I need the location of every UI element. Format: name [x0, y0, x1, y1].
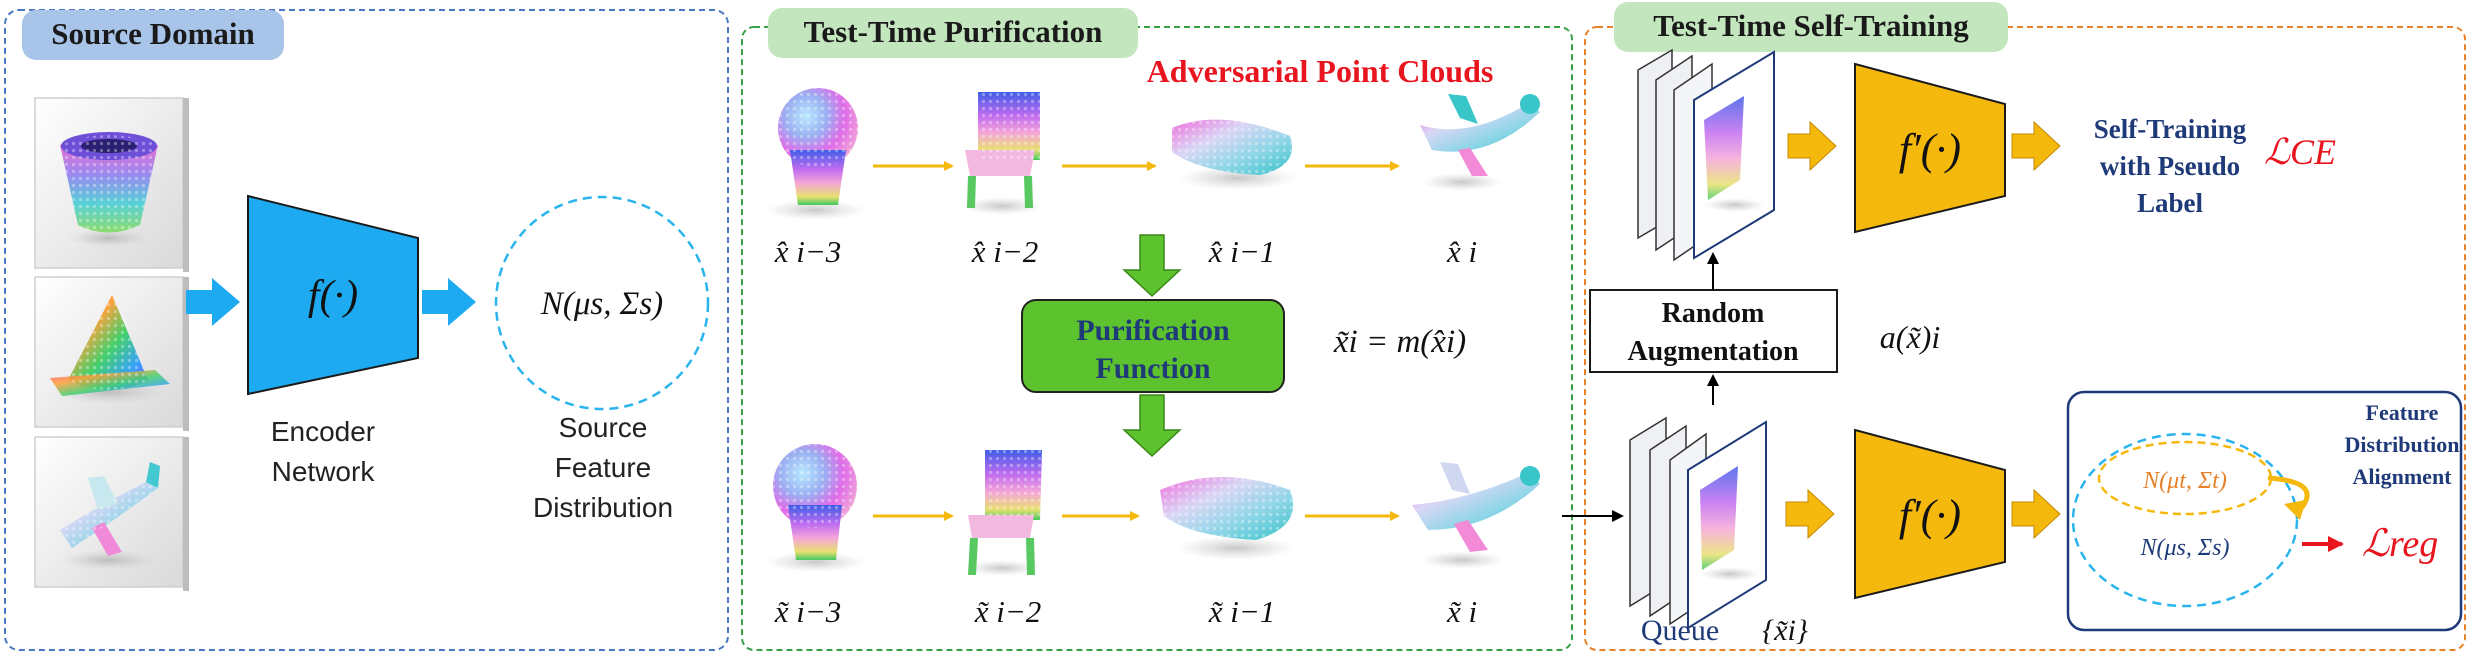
- purification-equation: x̃i = m(x̂i): [1333, 324, 1466, 360]
- adversarial-cloud-2: [962, 92, 1042, 215]
- encoder-label-2: Network: [272, 456, 376, 487]
- source-sample-cone: [34, 276, 189, 431]
- augment-symbol: a(x̃)i: [1880, 319, 1940, 355]
- target-distribution: N(μt, Σt): [2142, 468, 2227, 494]
- purified-cloud-3: [1160, 477, 1296, 560]
- source-domain-title-pill: [22, 10, 284, 60]
- alignment-source-distribution: N(μs, Σs): [2140, 535, 2230, 561]
- adversarial-point-clouds-label: Adversarial Point Clouds: [1147, 53, 1494, 89]
- alignment-source-circle: [2071, 432, 2299, 608]
- encoder-symbol: f(·): [308, 273, 358, 319]
- alignment-label-1: Feature: [2366, 400, 2439, 425]
- purification-function-box: [1021, 299, 1285, 393]
- self-training-label-3: Label: [2137, 188, 2204, 218]
- encoder-to-distribution-arrow: [422, 278, 476, 326]
- queue-stack: [1629, 416, 1767, 630]
- source-distribution-circle: [494, 195, 710, 411]
- self-training-title: Test-Time Self-Training: [1653, 8, 1969, 43]
- feature-alignment-panel: [2066, 390, 2463, 632]
- adversarial-cloud-4: [1420, 94, 1540, 191]
- purified-cloud-1: [765, 444, 865, 572]
- input-to-encoder-arrow: [186, 278, 240, 326]
- adv-label-2: x̂ i−2: [971, 234, 1039, 269]
- adv-label-3: x̂ i−1: [1208, 234, 1276, 269]
- loss-ce: ℒCE: [2264, 132, 2336, 172]
- pur-label-1: x̃ i−3: [774, 594, 842, 629]
- distribution-label-1: Source: [559, 412, 648, 443]
- queue-symbol: {x̃i}: [1762, 614, 1808, 647]
- augmented-stack: [1637, 48, 1775, 262]
- pur-label-2: x̃ i−2: [974, 594, 1042, 629]
- augment-label-1: Random: [1662, 298, 1765, 329]
- purification-function-label-1: Purification: [1076, 314, 1230, 347]
- adversarial-cloud-1: [765, 88, 865, 220]
- queue-label: Queue: [1641, 614, 1719, 647]
- purified-cloud-4: [1412, 462, 1540, 569]
- stack-to-model-arrow-top: [1787, 120, 1837, 172]
- source-distribution-symbol: N(μs, Σs): [540, 286, 663, 322]
- source-domain-title: Source Domain: [51, 16, 255, 51]
- alignment-label-3: Alignment: [2353, 464, 2453, 489]
- source-domain-frame: [4, 9, 729, 651]
- pur-label-3: x̃ i−1: [1208, 594, 1276, 629]
- source-sample-vase: [34, 97, 189, 272]
- purification-title-pill: [768, 8, 1138, 58]
- self-training-title-pill: [1614, 2, 2008, 52]
- loss-reg: ℒreg: [2362, 523, 2439, 565]
- source-sample-airplane: [34, 436, 189, 591]
- purification-frame: [741, 26, 1573, 651]
- encoder-network-block: [247, 194, 419, 396]
- random-augmentation-box: [1589, 289, 1838, 373]
- model-to-alignment-arrow: [2011, 488, 2061, 540]
- alignment-label-2: Distribution: [2345, 432, 2460, 457]
- purification-function-label-2: Function: [1095, 352, 1210, 385]
- purified-cloud-2: [964, 450, 1042, 576]
- pur-label-4: x̃ i: [1446, 594, 1477, 629]
- to-purification-arrow: [1122, 234, 1182, 298]
- model-symbol-bottom: f′(·): [1899, 491, 1961, 540]
- from-purification-arrow: [1122, 394, 1182, 458]
- distribution-label-2: Feature: [555, 452, 652, 483]
- adv-label-4: x̂ i: [1446, 234, 1477, 269]
- model-block-bottom: [1854, 428, 2006, 600]
- model-to-selftrain-arrow: [2011, 120, 2061, 172]
- adv-label-1: x̂ i−3: [774, 234, 842, 269]
- augment-label-2: Augmentation: [1627, 336, 1799, 367]
- self-training-frame: [1584, 26, 2466, 651]
- model-block-top: [1854, 62, 2006, 234]
- alignment-curve-arrowhead: [2284, 500, 2306, 520]
- queue-to-model-arrow: [1785, 488, 1835, 540]
- model-symbol-top: f′(·): [1899, 125, 1961, 174]
- self-training-label-2: with Pseudo: [2100, 151, 2240, 181]
- purification-title: Test-Time Purification: [804, 14, 1103, 49]
- self-training-label-1: Self-Training: [2094, 114, 2247, 144]
- distribution-label-3: Distribution: [533, 492, 673, 523]
- adversarial-cloud-3: [1172, 119, 1298, 190]
- encoder-label-1: Encoder: [271, 416, 375, 447]
